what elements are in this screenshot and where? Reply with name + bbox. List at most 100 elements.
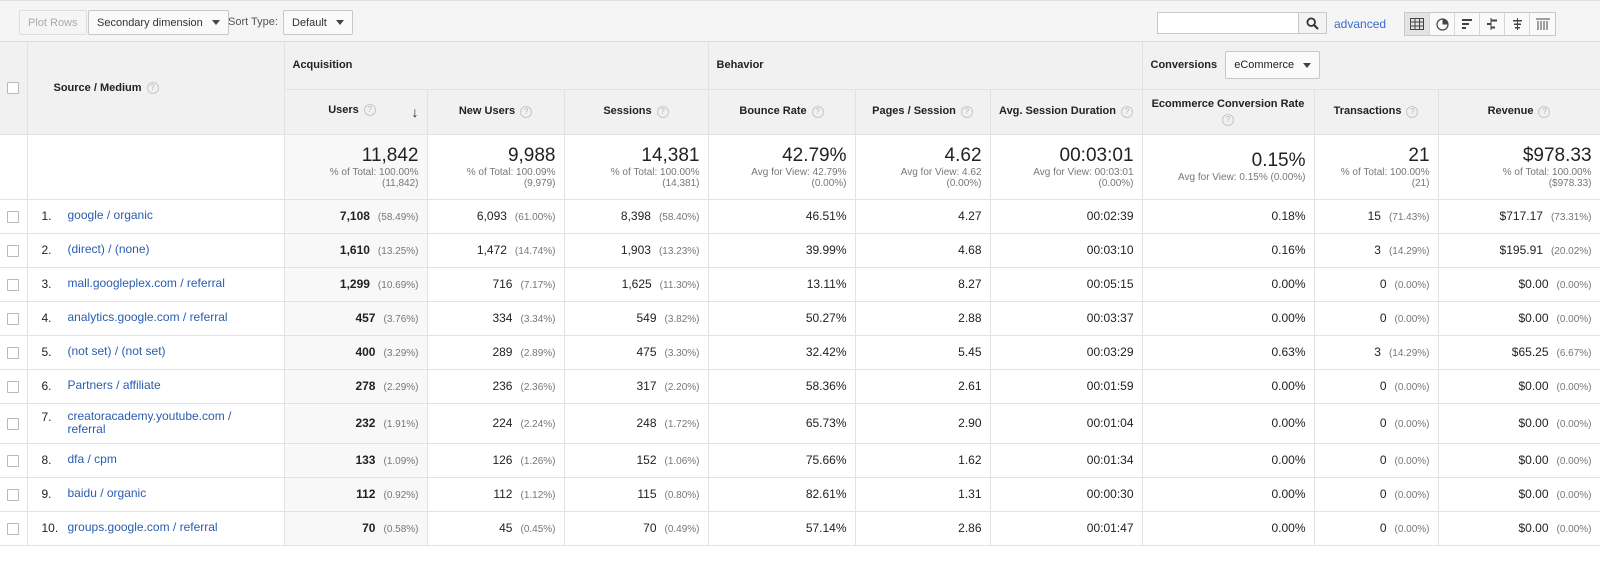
row-checkbox[interactable]	[7, 454, 20, 467]
term-cloud-view-button[interactable]	[1505, 13, 1530, 35]
source-medium-link[interactable]: (direct) / (none)	[67, 242, 150, 256]
help-icon[interactable]: ?	[146, 81, 159, 94]
total-value: 4.62	[944, 144, 982, 166]
total-users: 11,842 % of Total: 100.00% (11,842)	[284, 134, 428, 200]
row-number: 6.	[41, 379, 52, 393]
sort-type-value: Default	[292, 16, 327, 29]
column-header-pages-session[interactable]: Pages / Session?	[855, 89, 991, 135]
ecommerce-conversion-rate-cell: 0.00%	[1142, 301, 1315, 336]
source-medium-link[interactable]: baidu / organic	[67, 486, 147, 500]
cell-value: 126	[492, 453, 513, 467]
column-header-revenue[interactable]: Revenue?	[1438, 89, 1600, 135]
cell-percent: (73.31%)	[1550, 212, 1592, 223]
help-icon[interactable]: ?	[1120, 105, 1133, 118]
help-icon[interactable]: ?	[1406, 105, 1419, 118]
cell-value: 0.00%	[1271, 311, 1306, 325]
total-bounce-rate: 42.79% Avg for View: 42.79% (0.00%)	[708, 134, 856, 200]
source-medium-link[interactable]: google / organic	[67, 208, 153, 222]
row-checkbox[interactable]	[7, 278, 20, 291]
avg-session-duration-cell: 00:02:39	[990, 199, 1143, 234]
table-view-button[interactable]	[1405, 13, 1430, 35]
row-checkbox[interactable]	[7, 244, 20, 257]
column-label: Ecommerce Conversion Rate	[1151, 97, 1305, 110]
bounce-rate-cell: 58.36%	[708, 369, 856, 404]
help-icon[interactable]: ?	[363, 103, 376, 116]
source-medium-cell: 9. baidu / organic	[27, 477, 285, 512]
search-button[interactable]	[1299, 12, 1327, 34]
pivot-view-button[interactable]	[1530, 13, 1555, 35]
column-header-new-users[interactable]: New Users?	[427, 89, 565, 135]
source-medium-link[interactable]: dfa / cpm	[67, 452, 117, 466]
transactions-cell: 3 (14.29%)	[1314, 233, 1439, 268]
users-cell: 1,610 (13.25%)	[284, 233, 428, 268]
column-header-sessions[interactable]: Sessions?	[564, 89, 709, 135]
avg-session-duration-cell: 00:00:30	[990, 477, 1143, 512]
cell-value: 58.36%	[805, 379, 847, 393]
help-icon[interactable]: ?	[1538, 105, 1551, 118]
cell-percent: (0.00%)	[1394, 280, 1430, 291]
column-header-users[interactable]: Users? ↓	[284, 89, 428, 135]
cell-percent: (0.00%)	[1394, 456, 1430, 467]
column-header-ecommerce-conversion-rate[interactable]: Ecommerce Conversion Rate?	[1142, 89, 1315, 135]
row-checkbox[interactable]	[7, 380, 20, 393]
new-users-cell: 716 (7.17%)	[427, 267, 565, 302]
cell-value: 00:02:39	[1086, 209, 1134, 223]
sort-type-dropdown[interactable]: Default	[283, 10, 353, 35]
cell-percent: (13.25%)	[377, 246, 419, 257]
row-checkbox[interactable]	[7, 210, 20, 223]
source-medium-link[interactable]: mall.googleplex.com / referral	[67, 276, 225, 290]
table-view-icon	[1410, 18, 1424, 30]
cell-value: 0	[1379, 416, 1387, 430]
sort-descending-icon[interactable]: ↓	[411, 103, 419, 120]
users-cell: 400 (3.29%)	[284, 335, 428, 370]
row-checkbox[interactable]	[7, 522, 20, 535]
source-medium-cell: 5. (not set) / (not set)	[27, 335, 285, 370]
row-checkbox-cell	[0, 233, 28, 268]
row-checkbox[interactable]	[7, 312, 20, 325]
help-icon[interactable]: ?	[1222, 113, 1235, 126]
row-checkbox[interactable]	[7, 488, 20, 501]
total-new-users: 9,988 % of Total: 100.09% (9,979)	[427, 134, 565, 200]
pages-session-cell: 4.27	[855, 199, 991, 234]
column-header-transactions[interactable]: Transactions?	[1314, 89, 1439, 135]
cell-value: 70	[643, 521, 657, 535]
select-all-checkbox[interactable]	[7, 81, 20, 94]
column-header-avg-session-duration[interactable]: Avg. Session Duration?	[990, 89, 1143, 135]
plot-rows-button[interactable]: Plot Rows	[19, 10, 87, 35]
column-header-bounce-rate[interactable]: Bounce Rate?	[708, 89, 856, 135]
cell-percent: (3.82%)	[664, 314, 700, 325]
secondary-dimension-dropdown[interactable]: Secondary dimension	[88, 10, 229, 35]
source-medium-link[interactable]: (not set) / (not set)	[67, 344, 166, 358]
advanced-filter-link[interactable]: advanced	[1334, 17, 1387, 31]
ecommerce-conversion-rate-cell: 0.00%	[1142, 369, 1315, 404]
dimension-header[interactable]: Source / Medium?	[27, 42, 285, 135]
help-icon[interactable]: ?	[656, 105, 669, 118]
row-checkbox[interactable]	[7, 417, 20, 430]
revenue-cell: $0.00 (0.00%)	[1438, 301, 1600, 336]
performance-view-button[interactable]	[1455, 13, 1480, 35]
source-medium-link[interactable]: creatoracademy.youtube.com / referral	[67, 409, 232, 436]
help-icon[interactable]: ?	[960, 105, 973, 118]
pie-view-button[interactable]	[1430, 13, 1455, 35]
source-medium-link[interactable]: Partners / affiliate	[67, 378, 161, 392]
table-search-input[interactable]	[1157, 12, 1299, 34]
source-medium-link[interactable]: analytics.google.com / referral	[67, 310, 228, 324]
cell-value: 65.73%	[805, 416, 847, 430]
help-icon[interactable]: ?	[520, 105, 533, 118]
cell-value: 70	[362, 521, 376, 535]
users-cell: 232 (1.91%)	[284, 403, 428, 444]
new-users-cell: 1,472 (14.74%)	[427, 233, 565, 268]
table-row: 4. analytics.google.com / referral 457 (3.7…	[0, 301, 1600, 336]
row-checkbox-cell	[0, 267, 28, 302]
help-icon[interactable]: ?	[811, 105, 824, 118]
transactions-cell: 0 (0.00%)	[1314, 403, 1439, 444]
sessions-cell: 115 (0.80%)	[564, 477, 709, 512]
source-medium-link[interactable]: groups.google.com / referral	[67, 520, 218, 534]
conversions-goal-dropdown[interactable]: eCommerce	[1225, 51, 1321, 80]
row-checkbox[interactable]	[7, 346, 20, 359]
comparison-view-button[interactable]	[1480, 13, 1505, 35]
users-cell: 7,108 (58.49%)	[284, 199, 428, 234]
new-users-cell: 289 (2.89%)	[427, 335, 565, 370]
select-all-cell	[0, 42, 28, 135]
cell-value: 2.61	[958, 379, 982, 393]
